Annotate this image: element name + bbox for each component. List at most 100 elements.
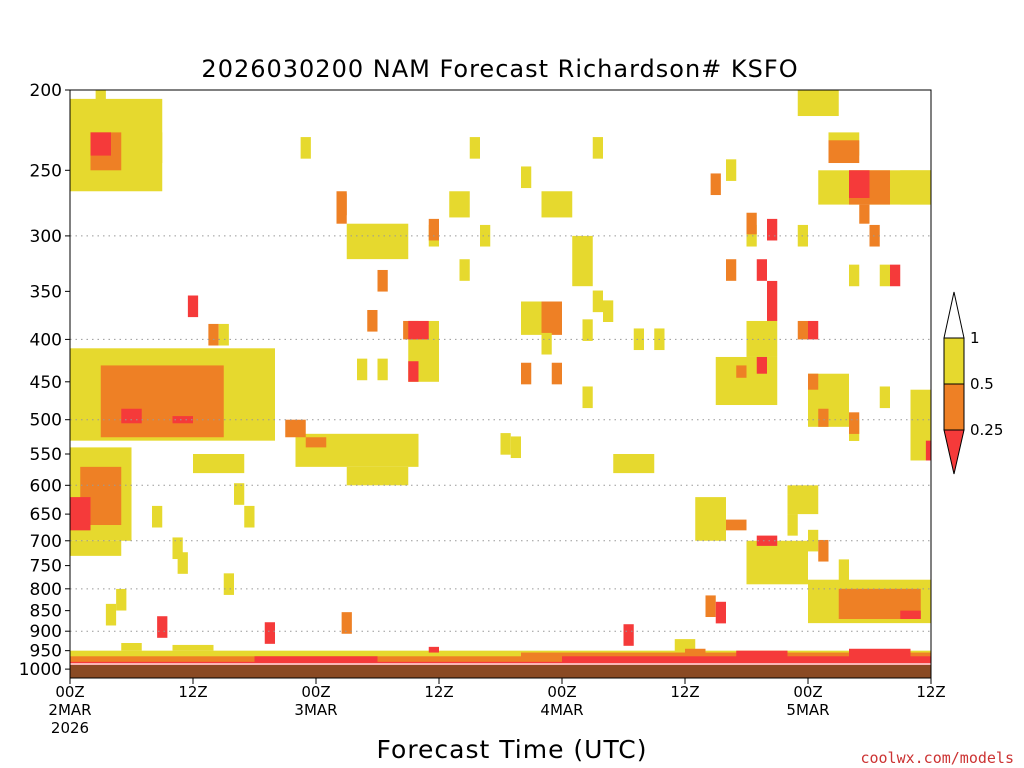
heatmap-cell-mid bbox=[705, 595, 716, 618]
heatmap-region-high bbox=[613, 453, 655, 474]
heatmap-region-high bbox=[346, 223, 409, 260]
heatmap-cell-high bbox=[787, 514, 798, 536]
heatmap-cell-high bbox=[152, 505, 163, 528]
x-tick-label: 2MAR bbox=[48, 701, 91, 719]
heatmap-cell-low bbox=[767, 218, 778, 241]
heatmap-region-mid bbox=[736, 365, 747, 378]
y-tick-label: 950 bbox=[30, 642, 62, 662]
y-tick-label: 500 bbox=[30, 411, 62, 431]
heatmap-cell-high bbox=[592, 290, 603, 313]
y-tick-label: 850 bbox=[30, 602, 62, 622]
heatmap-cell-low bbox=[157, 616, 168, 638]
heatmap-region-mid bbox=[828, 140, 860, 164]
heatmap-cell-high bbox=[838, 559, 849, 582]
heatmap-region-high bbox=[121, 132, 163, 164]
colorbar: 1 0.5 0.25 bbox=[943, 291, 1003, 475]
heatmap-region-high bbox=[715, 356, 778, 406]
heatmap-region-low bbox=[808, 320, 819, 340]
y-axis-ticks: 200 250 300 350 400 450 500 550 600 650 700 750 8008… bbox=[19, 81, 70, 680]
colorbar-label: 1 bbox=[970, 329, 980, 347]
heatmap-region-low bbox=[925, 440, 931, 461]
heatmap-cell-high bbox=[726, 159, 737, 181]
heatmap-cell-low bbox=[187, 295, 199, 318]
heatmap-region-high bbox=[95, 90, 106, 111]
heatmap-cell-high bbox=[480, 224, 491, 247]
credit-text: coolwx.com/models bbox=[860, 749, 1014, 767]
x-tick-label: 3MAR bbox=[294, 701, 337, 719]
heatmap-cell-low bbox=[756, 259, 767, 281]
y-tick-label: 650 bbox=[30, 505, 62, 525]
y-tick-label: 800 bbox=[30, 580, 62, 600]
x-tick-label: 12Z bbox=[178, 683, 207, 701]
x-tick-label: 2026 bbox=[51, 719, 89, 737]
heatmap-region-low bbox=[428, 646, 439, 653]
heatmap-region-mid bbox=[859, 204, 870, 224]
chart-title: 2026030200 NAM Forecast Richardson# KSFO bbox=[201, 55, 798, 83]
heatmap-region-low bbox=[900, 610, 921, 620]
x-axis-label: Forecast Time (UTC) bbox=[377, 735, 648, 764]
y-tick-label: 550 bbox=[30, 445, 62, 465]
heatmap-region-high bbox=[900, 170, 931, 205]
heatmap-region-high bbox=[695, 497, 726, 541]
heatmap-region-low bbox=[172, 416, 193, 424]
heatmap-cell-mid bbox=[710, 173, 721, 196]
heatmap-cell-high bbox=[582, 386, 593, 409]
heatmap-cell-high bbox=[633, 328, 644, 351]
y-tick-label: 1000 bbox=[19, 660, 62, 680]
heatmap-region-high bbox=[572, 235, 593, 287]
ground-fill bbox=[70, 665, 931, 678]
heatmap-region-low bbox=[90, 132, 111, 156]
heatmap-cell-high bbox=[218, 323, 229, 346]
heatmap-region-low bbox=[756, 356, 767, 374]
heatmap-region-low bbox=[70, 497, 91, 531]
heatmap-region-high bbox=[746, 540, 808, 585]
heatmap-cell-mid bbox=[726, 259, 737, 281]
heatmap-cell-low bbox=[890, 264, 901, 287]
heatmap-region-low bbox=[121, 408, 142, 424]
heatmap-region-high bbox=[797, 90, 839, 117]
heatmap-cell-high bbox=[849, 264, 860, 287]
heatmap-cell-mid bbox=[367, 309, 378, 332]
heatmap-region-high bbox=[449, 191, 470, 218]
heatmap-cell-high bbox=[746, 224, 757, 247]
heatmap-region-mid bbox=[797, 320, 808, 340]
heatmap-cell-low bbox=[264, 622, 275, 644]
heatmap-cell-high bbox=[879, 264, 890, 287]
heatmap-region-mid bbox=[818, 408, 829, 427]
y-tick-label: 450 bbox=[30, 373, 62, 393]
heatmap-cell-high bbox=[541, 332, 552, 355]
heatmap-cell-high bbox=[357, 358, 368, 381]
y-tick-label: 400 bbox=[30, 330, 62, 350]
y-tick-label: 750 bbox=[30, 557, 62, 577]
heatmap-cell-mid bbox=[746, 212, 757, 235]
heatmap-region-high bbox=[746, 320, 778, 357]
heatmap-region-high bbox=[346, 466, 409, 486]
ground-layer bbox=[70, 663, 931, 678]
heatmap-region-mid bbox=[100, 365, 224, 438]
heatmap-region-low bbox=[767, 280, 778, 321]
heatmap-cell-high bbox=[172, 537, 183, 560]
heatmap-cell-mid bbox=[521, 362, 532, 385]
heatmap-cell-high bbox=[105, 603, 117, 626]
heatmap-cell-high bbox=[521, 166, 532, 189]
y-tick-label: 300 bbox=[30, 227, 62, 247]
heatmap-region-high bbox=[787, 485, 819, 515]
x-tick-label: 5MAR bbox=[786, 701, 829, 719]
heatmap-region-mid bbox=[521, 652, 931, 661]
x-tick-label: 4MAR bbox=[540, 701, 583, 719]
y-tick-label: 250 bbox=[30, 161, 62, 181]
heatmap-cell-high bbox=[582, 319, 593, 341]
colorbar-label: 0.5 bbox=[970, 375, 994, 393]
x-tick-label: 00Z bbox=[55, 683, 84, 701]
y-tick-label: 700 bbox=[30, 532, 62, 552]
heatmap-region-low bbox=[408, 361, 419, 382]
heatmap-cell-high bbox=[469, 137, 480, 159]
heatmap-region-mid bbox=[305, 437, 327, 448]
heatmap-cell-high bbox=[879, 386, 890, 409]
heatmap-region-high bbox=[541, 191, 573, 218]
plot-frame bbox=[69, 89, 932, 679]
heatmap-cell-high bbox=[459, 259, 470, 281]
heatmap-cell-high bbox=[177, 552, 188, 574]
